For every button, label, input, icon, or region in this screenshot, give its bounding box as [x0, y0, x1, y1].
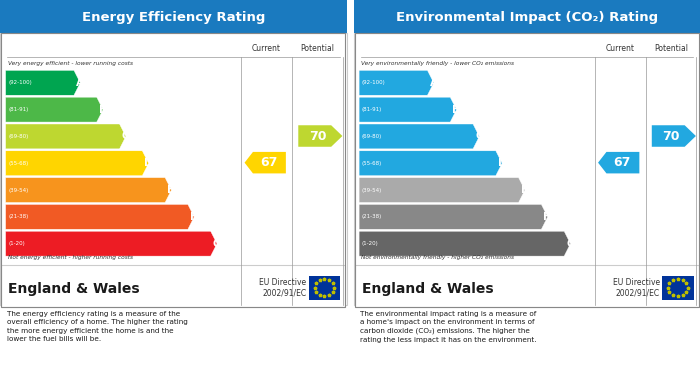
Text: D: D: [498, 158, 507, 168]
Text: Potential: Potential: [300, 44, 335, 54]
Text: Very environmentally friendly - lower CO₂ emissions: Very environmentally friendly - lower CO…: [361, 61, 514, 66]
Text: A: A: [430, 78, 438, 88]
Text: E: E: [167, 185, 174, 195]
Text: 70: 70: [309, 129, 326, 142]
Text: (55-68): (55-68): [8, 161, 29, 166]
Text: (81-91): (81-91): [8, 107, 29, 112]
Text: (55-68): (55-68): [362, 161, 382, 166]
Text: (21-38): (21-38): [8, 214, 29, 219]
Text: (21-38): (21-38): [362, 214, 382, 219]
Polygon shape: [6, 151, 148, 176]
Text: (92-100): (92-100): [362, 80, 386, 85]
Polygon shape: [298, 125, 342, 147]
Text: B: B: [99, 105, 107, 115]
Text: C: C: [475, 131, 483, 142]
Polygon shape: [6, 178, 172, 203]
Text: 67: 67: [613, 156, 631, 169]
Text: B: B: [452, 105, 461, 115]
Polygon shape: [6, 124, 126, 149]
Text: (1-20): (1-20): [8, 241, 25, 246]
Text: Current: Current: [252, 44, 281, 54]
Text: The environmental impact rating is a measure of
a home's impact on the environme: The environmental impact rating is a mea…: [360, 311, 537, 343]
Text: Not energy efficient - higher running costs: Not energy efficient - higher running co…: [8, 255, 133, 260]
Polygon shape: [359, 124, 480, 149]
Text: Environmental Impact (CO₂) Rating: Environmental Impact (CO₂) Rating: [395, 11, 658, 24]
Text: EU Directive
2002/91/EC: EU Directive 2002/91/EC: [260, 278, 307, 297]
Text: (92-100): (92-100): [8, 80, 32, 85]
Text: Not environmentally friendly - higher CO₂ emissions: Not environmentally friendly - higher CO…: [361, 255, 514, 260]
Text: G: G: [213, 239, 221, 249]
Text: (69-80): (69-80): [362, 134, 382, 139]
Polygon shape: [6, 204, 194, 229]
Polygon shape: [359, 70, 434, 95]
Text: Potential: Potential: [654, 44, 688, 54]
Polygon shape: [359, 97, 456, 122]
Polygon shape: [359, 204, 547, 229]
Text: A: A: [76, 78, 84, 88]
Text: D: D: [144, 158, 153, 168]
Polygon shape: [244, 152, 286, 174]
Text: England & Wales: England & Wales: [362, 282, 494, 296]
Text: G: G: [566, 239, 575, 249]
Polygon shape: [6, 70, 80, 95]
Polygon shape: [359, 178, 525, 203]
Text: EU Directive
2002/91/EC: EU Directive 2002/91/EC: [613, 278, 660, 297]
Text: Energy Efficiency Rating: Energy Efficiency Rating: [82, 11, 265, 24]
Text: (1-20): (1-20): [362, 241, 379, 246]
Polygon shape: [359, 151, 502, 176]
Text: 67: 67: [260, 156, 277, 169]
Text: Very energy efficient - lower running costs: Very energy efficient - lower running co…: [8, 61, 133, 66]
Text: (81-91): (81-91): [362, 107, 382, 112]
Text: The energy efficiency rating is a measure of the
overall efficiency of a home. T: The energy efficiency rating is a measur…: [7, 311, 188, 343]
Text: (39-54): (39-54): [8, 188, 29, 192]
FancyBboxPatch shape: [662, 276, 694, 300]
FancyBboxPatch shape: [355, 265, 699, 307]
Text: F: F: [190, 212, 197, 222]
Text: 70: 70: [662, 129, 680, 142]
Polygon shape: [6, 231, 217, 256]
Text: E: E: [521, 185, 528, 195]
Polygon shape: [652, 125, 696, 147]
FancyBboxPatch shape: [0, 0, 346, 33]
FancyBboxPatch shape: [309, 276, 340, 300]
Text: (69-80): (69-80): [8, 134, 29, 139]
FancyBboxPatch shape: [0, 33, 346, 305]
FancyBboxPatch shape: [354, 0, 700, 33]
FancyBboxPatch shape: [1, 265, 345, 307]
Polygon shape: [6, 97, 103, 122]
Text: Current: Current: [606, 44, 635, 54]
Polygon shape: [359, 231, 570, 256]
Polygon shape: [598, 152, 639, 174]
Text: C: C: [122, 131, 130, 142]
FancyBboxPatch shape: [354, 33, 700, 305]
Text: (39-54): (39-54): [362, 188, 382, 192]
Text: England & Wales: England & Wales: [8, 282, 140, 296]
Text: F: F: [543, 212, 551, 222]
